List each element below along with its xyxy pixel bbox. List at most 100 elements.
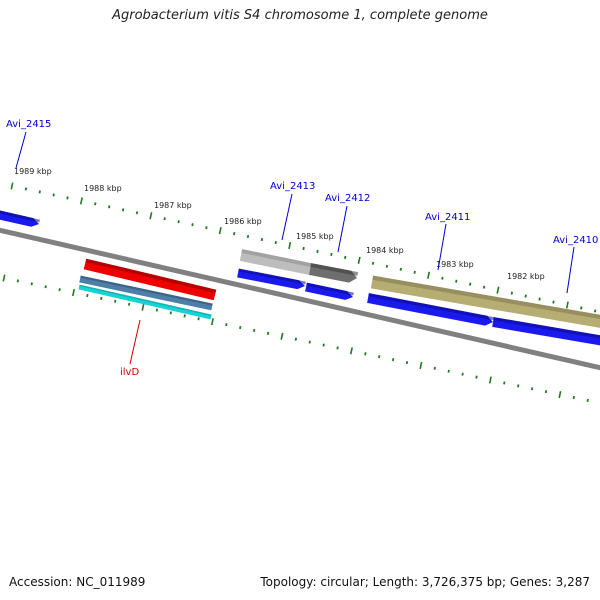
inner-tick: [225, 323, 228, 327]
cds-avi-2411-shade: [368, 293, 494, 321]
outer-tick: [121, 208, 125, 212]
outer-tick: [552, 300, 555, 304]
outer-tick: [427, 271, 431, 279]
outer-tick: [38, 190, 41, 194]
inner-tick: [183, 314, 186, 318]
inner-tick: [100, 296, 103, 300]
inner-tick: [308, 340, 311, 344]
kbp-label: 1983 kbp: [436, 260, 474, 269]
outer-tick: [149, 212, 153, 220]
inner-tick: [44, 285, 47, 289]
outer-tick: [455, 279, 458, 283]
outer-tick: [246, 235, 250, 239]
inner-tick: [86, 293, 89, 298]
inner-tick: [294, 337, 297, 341]
feature-ilvd-cds-shade: [79, 284, 212, 317]
outer-tick: [274, 241, 277, 245]
gene-label[interactable]: Avi_2415: [6, 119, 51, 130]
outer-tick-ring: [10, 182, 597, 313]
leader-line: [337, 205, 348, 253]
inner-tick: [530, 387, 534, 391]
inner-tick: [253, 328, 256, 332]
leader-line: [566, 246, 575, 294]
feature-ilvd-inner-shade: [80, 275, 213, 306]
outer-tick: [191, 223, 194, 227]
inner-tick: [503, 381, 506, 385]
label-leader-lines: [15, 131, 575, 365]
inner-tick: [72, 288, 75, 297]
inner-tick: [378, 355, 381, 359]
outer-tick: [524, 294, 527, 298]
inner-tick-ring: [2, 274, 589, 402]
inner-tick: [16, 279, 20, 283]
inner-tick: [572, 395, 575, 400]
inner-tick: [558, 391, 562, 399]
feature-avi-2412-shade: [310, 263, 359, 276]
gene-label[interactable]: Avi_2412: [325, 193, 370, 204]
inner-tick: [461, 372, 464, 376]
kbp-label: 1987 kbp: [154, 201, 192, 210]
inner-tick: [488, 376, 492, 384]
outer-tick: [565, 301, 569, 309]
inner-tick: [169, 311, 172, 315]
inner-tick: [155, 308, 159, 312]
kbp-label: 1985 kbp: [296, 232, 334, 241]
outer-tick: [177, 220, 180, 224]
cds-avi-2412-shade: [306, 282, 354, 296]
gene-label[interactable]: Avi_2413: [270, 181, 315, 192]
outer-tick: [330, 252, 333, 256]
outer-tick: [24, 187, 28, 191]
outer-tick: [344, 255, 347, 259]
inner-tick: [210, 318, 214, 326]
outer-tick: [580, 306, 583, 310]
outer-tick: [52, 193, 55, 197]
feature-avi-2413-shade: [241, 249, 312, 267]
outer-tick: [233, 232, 236, 236]
inner-tick: [322, 343, 325, 347]
inner-tick: [2, 274, 6, 282]
kbp-label: 1984 kbp: [366, 246, 404, 255]
cds-avi-2410-shade: [493, 317, 600, 339]
inner-tick: [433, 366, 436, 370]
gene-features[interactable]: [0, 210, 600, 347]
kbp-label: 1982 kbp: [507, 272, 545, 281]
outer-tick: [496, 286, 500, 294]
outer-tick: [94, 202, 97, 206]
gene-label[interactable]: ilvD: [120, 367, 139, 378]
outer-tick: [594, 309, 597, 313]
outer-tick: [441, 276, 444, 280]
inner-tick: [364, 352, 367, 356]
cds-avi-2413-shade: [238, 268, 306, 285]
outer-tick: [385, 264, 389, 268]
outer-tick: [205, 226, 208, 230]
outer-tick: [469, 282, 472, 286]
inner-tick: [114, 299, 117, 303]
outer-tick: [538, 297, 541, 301]
gene-label[interactable]: Avi_2411: [425, 212, 470, 223]
inner-tick: [336, 346, 339, 350]
inner-tick: [239, 326, 242, 330]
leader-line: [281, 193, 293, 241]
outer-tick: [371, 261, 375, 265]
outer-tick: [260, 238, 264, 242]
gene-label[interactable]: Avi_2410: [553, 235, 598, 246]
inner-tick: [266, 331, 270, 335]
outer-tick: [413, 270, 416, 274]
inner-tick: [391, 358, 395, 362]
kbp-label: 1989 kbp: [14, 167, 52, 176]
outer-tick: [399, 267, 402, 271]
inner-tick: [475, 375, 478, 379]
cds-avi-2415-shade: [0, 210, 40, 223]
outer-tick: [66, 196, 69, 200]
kbp-label: 1988 kbp: [84, 184, 122, 193]
outer-tick: [482, 285, 486, 289]
genome-summary-text: Topology: circular; Length: 3,726,375 bp…: [260, 575, 590, 589]
inner-tick: [544, 390, 548, 394]
inner-tick: [405, 361, 409, 365]
inner-tick: [58, 288, 61, 292]
inner-tick: [280, 332, 284, 340]
inner-tick: [197, 317, 200, 321]
outer-tick: [302, 246, 305, 251]
gene-labels[interactable]: Avi_2415 Avi_2413 Avi_2412 Avi_2411 Avi_2410…: [6, 119, 598, 378]
